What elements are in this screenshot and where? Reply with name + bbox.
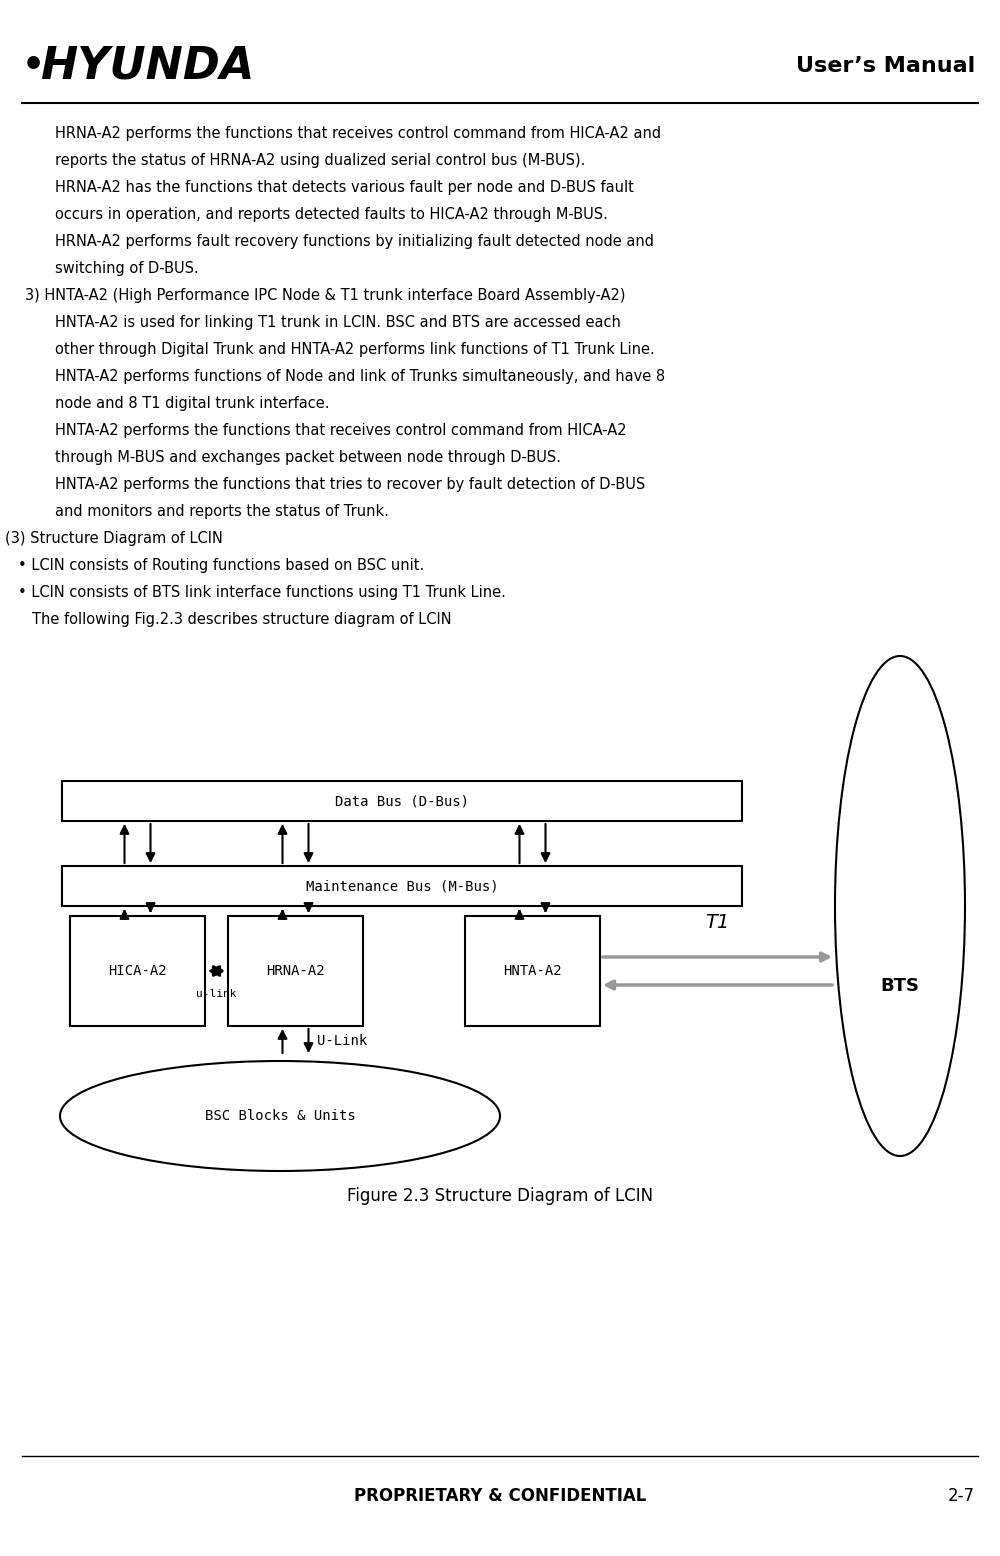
Text: HICA-A2: HICA-A2	[108, 965, 167, 979]
Text: HNTA-A2 performs the functions that receives control command from HICA-A2: HNTA-A2 performs the functions that rece…	[55, 423, 627, 437]
Bar	[228, 916, 363, 1025]
Text: switching of D-BUS.: switching of D-BUS.	[55, 261, 199, 275]
Text: HNTA-A2: HNTA-A2	[503, 965, 562, 979]
Text: • LCIN consists of BTS link interface functions using T1 Trunk Line.: • LCIN consists of BTS link interface fu…	[18, 585, 506, 601]
Text: HNTA-A2 performs the functions that tries to recover by fault detection of D-BUS: HNTA-A2 performs the functions that trie…	[55, 478, 645, 492]
Text: U-Link: U-Link	[316, 1035, 367, 1049]
Text: HRNA-A2 performs the functions that receives control command from HICA-A2 and: HRNA-A2 performs the functions that rece…	[55, 126, 661, 142]
Text: Data Bus (D-Bus): Data Bus (D-Bus)	[335, 794, 469, 808]
Ellipse shape	[835, 657, 965, 1156]
Text: HYUNDA: HYUNDA	[40, 45, 254, 87]
Bar	[70, 916, 205, 1025]
Bar	[62, 867, 742, 906]
Text: 2-7: 2-7	[948, 1488, 975, 1505]
Text: HNTA-A2 is used for linking T1 trunk in LCIN. BSC and BTS are accessed each: HNTA-A2 is used for linking T1 trunk in …	[55, 314, 621, 330]
Text: node and 8 T1 digital trunk interface.: node and 8 T1 digital trunk interface.	[55, 395, 330, 411]
Text: User’s Manual: User’s Manual	[796, 56, 975, 76]
Text: •: •	[22, 48, 45, 82]
Text: occurs in operation, and reports detected faults to HICA-A2 through M-BUS.: occurs in operation, and reports detecte…	[55, 207, 608, 223]
Text: reports the status of HRNA-A2 using dualized serial control bus (M-BUS).: reports the status of HRNA-A2 using dual…	[55, 152, 585, 168]
Text: T1: T1	[705, 913, 730, 932]
Text: through M-BUS and exchanges packet between node through D-BUS.: through M-BUS and exchanges packet betwe…	[55, 450, 561, 465]
Text: • LCIN consists of Routing functions based on BSC unit.: • LCIN consists of Routing functions bas…	[18, 559, 424, 573]
Text: other through Digital Trunk and HNTA-A2 performs link functions of T1 Trunk Line: other through Digital Trunk and HNTA-A2 …	[55, 342, 655, 356]
Text: u-link: u-link	[196, 990, 237, 999]
Text: HRNA-A2: HRNA-A2	[266, 965, 325, 979]
Text: The following Fig.2.3 describes structure diagram of LCIN: The following Fig.2.3 describes structur…	[32, 612, 452, 627]
Bar	[62, 781, 742, 822]
Text: HRNA-A2 performs fault recovery functions by initializing fault detected node an: HRNA-A2 performs fault recovery function…	[55, 233, 654, 249]
Bar	[465, 916, 600, 1025]
Text: and monitors and reports the status of Trunk.: and monitors and reports the status of T…	[55, 504, 389, 520]
Text: Maintenance Bus (M-Bus): Maintenance Bus (M-Bus)	[306, 879, 498, 893]
Ellipse shape	[60, 1061, 500, 1172]
Text: Figure 2.3 Structure Diagram of LCIN: Figure 2.3 Structure Diagram of LCIN	[347, 1187, 653, 1204]
Text: 3) HNTA-A2 (High Performance IPC Node & T1 trunk interface Board Assembly-A2): 3) HNTA-A2 (High Performance IPC Node & …	[25, 288, 626, 303]
Text: BSC Blocks & Units: BSC Blocks & Units	[205, 1109, 355, 1123]
Text: HNTA-A2 performs functions of Node and link of Trunks simultaneously, and have 8: HNTA-A2 performs functions of Node and l…	[55, 369, 665, 384]
Text: (3) Structure Diagram of LCIN: (3) Structure Diagram of LCIN	[5, 531, 223, 546]
Text: PROPRIETARY & CONFIDENTIAL: PROPRIETARY & CONFIDENTIAL	[354, 1488, 646, 1505]
Text: BTS: BTS	[881, 977, 920, 994]
Text: HRNA-A2 has the functions that detects various fault per node and D-BUS fault: HRNA-A2 has the functions that detects v…	[55, 180, 634, 194]
